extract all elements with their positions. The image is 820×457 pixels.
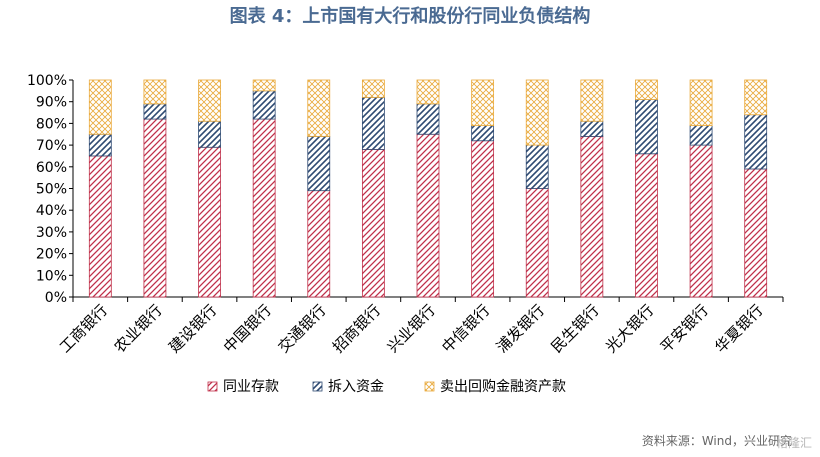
bar-segment [689, 79, 713, 126]
bar-segment [307, 136, 331, 192]
y-tick-label: 70% [36, 138, 67, 154]
bar-segment [252, 90, 276, 120]
x-tick-label: 民生银行 [548, 301, 603, 356]
bar-segment [143, 103, 167, 120]
y-tick-label: 60% [36, 160, 67, 176]
source-note: 资料来源：Wind，兴业研究 [641, 434, 792, 448]
y-tick-label: 80% [36, 116, 67, 132]
x-tick-label: 建设银行 [165, 301, 220, 356]
bar-segment [635, 79, 658, 100]
y-tick-label: 40% [36, 203, 67, 219]
bar-segment [307, 190, 331, 298]
chart-title: 图表 4：上市国有大行和股份行同业负债结构 [229, 6, 591, 27]
bar-segment [689, 144, 713, 298]
y-tick-label: 30% [36, 225, 67, 241]
bar-segment [198, 79, 221, 122]
bar-segment [471, 79, 495, 126]
bar-segment [580, 79, 604, 122]
legend-label: 拆入资金 [328, 379, 384, 395]
x-tick-label: 中国银行 [220, 301, 275, 356]
bar-segment [307, 79, 331, 137]
bar-segment [580, 120, 604, 137]
bar-segment [252, 118, 276, 298]
x-tick-label: 农业银行 [111, 301, 166, 356]
bar-segment [471, 125, 495, 142]
bar-segment [689, 125, 713, 146]
bar-segment [88, 133, 112, 157]
bar-segment [143, 118, 167, 298]
bar-segment [635, 153, 658, 298]
legend-swatch [207, 381, 218, 392]
bar-segment [88, 79, 112, 135]
y-tick-label: 100% [27, 73, 67, 89]
y-tick-label: 50% [36, 182, 67, 198]
x-tick-label: 交通银行 [274, 301, 329, 356]
bar-segment [580, 136, 604, 298]
x-tick-label: 兴业银行 [384, 301, 439, 356]
legend-swatch [424, 381, 435, 392]
legend-swatch [312, 381, 323, 392]
bar-segment [471, 140, 495, 298]
x-tick-label: 中信银行 [438, 301, 493, 356]
bar-segment [143, 79, 167, 105]
watermark: 格隆汇 [775, 436, 812, 450]
y-tick-label: 0% [45, 290, 67, 306]
y-tick-label: 10% [36, 268, 67, 284]
bar-segment [88, 155, 112, 298]
bar-segment [416, 79, 440, 105]
legend-label: 卖出回购金融资产款 [440, 379, 566, 395]
legend-label: 同业存款 [223, 379, 279, 395]
bar-segment [252, 79, 276, 92]
x-tick-label: 浦发银行 [493, 301, 548, 356]
x-tick-label: 招商银行 [329, 301, 384, 356]
bar-segment [416, 133, 440, 298]
x-tick-label: 光大银行 [602, 301, 657, 356]
bar-segment [525, 79, 549, 146]
bar-segment [744, 168, 768, 298]
bar-segment [361, 96, 385, 150]
x-tick-label: 华夏银行 [711, 301, 766, 356]
x-tick-label: 平安银行 [657, 301, 712, 356]
bar-segment [744, 114, 768, 170]
bar-segment [416, 103, 440, 135]
bar-segment [525, 144, 549, 189]
y-tick-label: 20% [36, 247, 67, 263]
bar-segment [198, 120, 221, 148]
bar-segment [744, 79, 768, 116]
bar-segment [361, 79, 385, 98]
bar-segment [198, 146, 221, 298]
x-tick-label: 工商银行 [56, 301, 111, 356]
y-tick-label: 90% [36, 95, 67, 111]
bar-segment [361, 149, 385, 298]
bar-segment [525, 188, 549, 298]
bar-segment [635, 99, 658, 155]
